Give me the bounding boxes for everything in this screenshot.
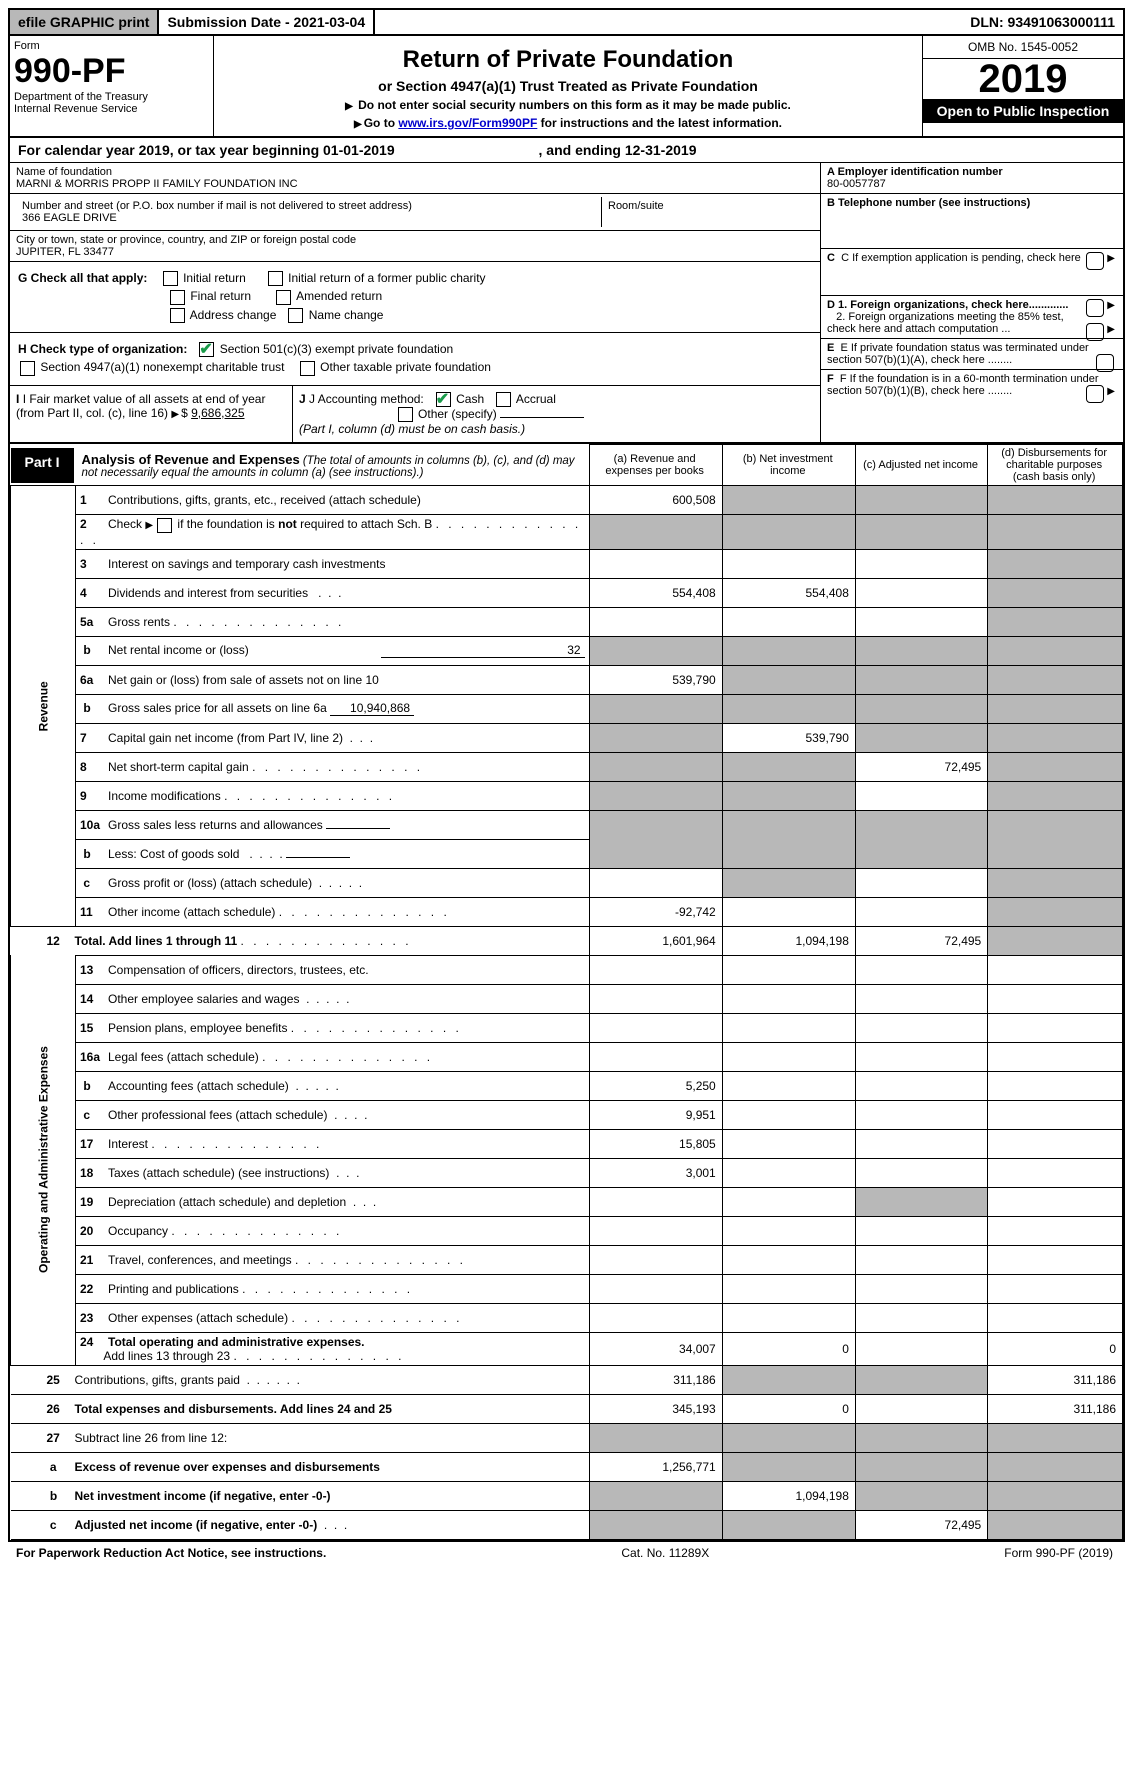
form-container: efile GRAPHIC print Submission Date - 20…	[8, 8, 1125, 1542]
ein-cell: A Employer identification number 80-0057…	[821, 163, 1123, 194]
r26-d: 311,186	[988, 1394, 1123, 1423]
r8-c: 72,495	[855, 752, 987, 781]
section-h: H Check type of organization: Section 50…	[10, 333, 820, 386]
exemption-cell: C C If exemption application is pending,…	[821, 249, 1123, 296]
r25-d: 311,186	[988, 1365, 1123, 1394]
dept-label: Department of the Treasury	[14, 91, 209, 103]
part1-table: Part I Analysis of Revenue and Expenses …	[10, 444, 1123, 1539]
part1-desc: Analysis of Revenue and Expenses (The to…	[74, 448, 589, 483]
form-subtitle: or Section 4947(a)(1) Trust Treated as P…	[220, 78, 916, 94]
r4-b: 554,408	[722, 578, 855, 607]
r24-a: 34,007	[589, 1332, 722, 1365]
irs-link[interactable]: www.irs.gov/Form990PF	[398, 116, 537, 130]
tax-year: 2019	[923, 59, 1123, 99]
r1-a: 600,508	[589, 486, 722, 515]
top-bar: efile GRAPHIC print Submission Date - 20…	[10, 10, 1123, 36]
section-j: J J Accounting method: Cash Accrual Othe…	[293, 386, 635, 443]
open-inspection: Open to Public Inspection	[923, 99, 1123, 123]
r24-b: 0	[722, 1332, 855, 1365]
part1-header: Part I Analysis of Revenue and Expenses …	[11, 448, 589, 483]
section-g: G Check all that apply: Initial return I…	[10, 262, 820, 333]
header-title-block: Return of Private Foundation or Section …	[214, 36, 922, 136]
revenue-label: Revenue	[11, 486, 76, 926]
footer-right: Form 990-PF (2019)	[1004, 1546, 1113, 1560]
r12-c: 72,495	[855, 926, 987, 955]
calendar-year-row: For calendar year 2019, or tax year begi…	[10, 138, 1123, 163]
r27b-b: 1,094,198	[722, 1481, 855, 1510]
col-d-header: (d) Disbursements for charitable purpose…	[988, 445, 1123, 486]
goto-note: Go to www.irs.gov/Form990PF for instruct…	[220, 116, 916, 130]
r25-a: 311,186	[589, 1365, 722, 1394]
chk-final-return[interactable]	[170, 290, 185, 305]
section-i: I I Fair market value of all assets at e…	[10, 386, 293, 443]
r24-d: 0	[988, 1332, 1123, 1365]
chk-501c3[interactable]	[199, 342, 214, 357]
omb-number: OMB No. 1545-0052	[923, 36, 1123, 59]
info-grid: Name of foundation MARNI & MORRIS PROPP …	[10, 163, 1123, 444]
chk-initial-former[interactable]	[268, 271, 283, 286]
part1-label: Part I	[11, 448, 74, 483]
chk-name-change[interactable]	[288, 308, 303, 323]
dln: DLN: 93491063000111	[962, 10, 1123, 34]
foreign-cell: D 1. Foreign organizations, check here..…	[821, 296, 1123, 339]
footer-mid: Cat. No. 11289X	[621, 1546, 709, 1560]
foundation-name-cell: Name of foundation MARNI & MORRIS PROPP …	[10, 163, 820, 194]
col-a-header: (a) Revenue and expenses per books	[589, 445, 722, 486]
chk-schb[interactable]	[157, 518, 172, 533]
col-c-header: (c) Adjusted net income	[855, 445, 987, 486]
r27c-c: 72,495	[855, 1510, 987, 1539]
termination-f-cell: F F If the foundation is in a 60-month t…	[821, 370, 1123, 400]
r16c-a: 9,951	[589, 1100, 722, 1129]
r6a-a: 539,790	[589, 665, 722, 694]
chk-exemption[interactable]	[1086, 252, 1104, 270]
city-cell: City or town, state or province, country…	[10, 231, 820, 262]
chk-4947[interactable]	[20, 361, 35, 376]
r4-a: 554,408	[589, 578, 722, 607]
footer: For Paperwork Reduction Act Notice, see …	[8, 1542, 1121, 1564]
efile-label: efile GRAPHIC print	[10, 10, 159, 34]
form-title: Return of Private Foundation	[220, 46, 916, 74]
form-label: Form	[14, 40, 209, 52]
chk-initial-return[interactable]	[163, 271, 178, 286]
chk-cash[interactable]	[436, 392, 451, 407]
r11-a: -92,742	[589, 897, 722, 926]
footer-left: For Paperwork Reduction Act Notice, see …	[16, 1546, 326, 1560]
expenses-label: Operating and Administrative Expenses	[11, 955, 76, 1365]
termination-e-cell: E E If private foundation status was ter…	[821, 339, 1123, 370]
chk-address-change[interactable]	[170, 308, 185, 323]
chk-foreign[interactable]	[1086, 299, 1104, 317]
col-b-header: (b) Net investment income	[722, 445, 855, 486]
chk-other-method[interactable]	[398, 407, 413, 422]
section-ij: I I Fair market value of all assets at e…	[10, 386, 820, 443]
r12-b: 1,094,198	[722, 926, 855, 955]
r18-a: 3,001	[589, 1158, 722, 1187]
r27a-a: 1,256,771	[589, 1452, 722, 1481]
irs-label: Internal Revenue Service	[14, 103, 209, 115]
chk-term-f[interactable]	[1086, 385, 1104, 403]
address-cell: Number and street (or P.O. box number if…	[10, 194, 820, 231]
r16b-a: 5,250	[589, 1071, 722, 1100]
room-suite: Room/suite	[602, 197, 814, 227]
form-number: 990-PF	[14, 52, 209, 91]
r7-b: 539,790	[722, 723, 855, 752]
phone-cell: B Telephone number (see instructions)	[821, 194, 1123, 249]
r26-a: 345,193	[589, 1394, 722, 1423]
submission-date: Submission Date - 2021-03-04	[159, 10, 375, 34]
chk-accrual[interactable]	[496, 392, 511, 407]
chk-amended[interactable]	[276, 290, 291, 305]
r17-a: 15,805	[589, 1129, 722, 1158]
r12-a: 1,601,964	[589, 926, 722, 955]
ssn-note: Do not enter social security numbers on …	[220, 98, 916, 112]
form-header: Form 990-PF Department of the Treasury I…	[10, 36, 1123, 138]
header-right: OMB No. 1545-0052 2019 Open to Public In…	[922, 36, 1123, 136]
r26-b: 0	[722, 1394, 855, 1423]
chk-other-taxable[interactable]	[300, 361, 315, 376]
header-left: Form 990-PF Department of the Treasury I…	[10, 36, 214, 136]
